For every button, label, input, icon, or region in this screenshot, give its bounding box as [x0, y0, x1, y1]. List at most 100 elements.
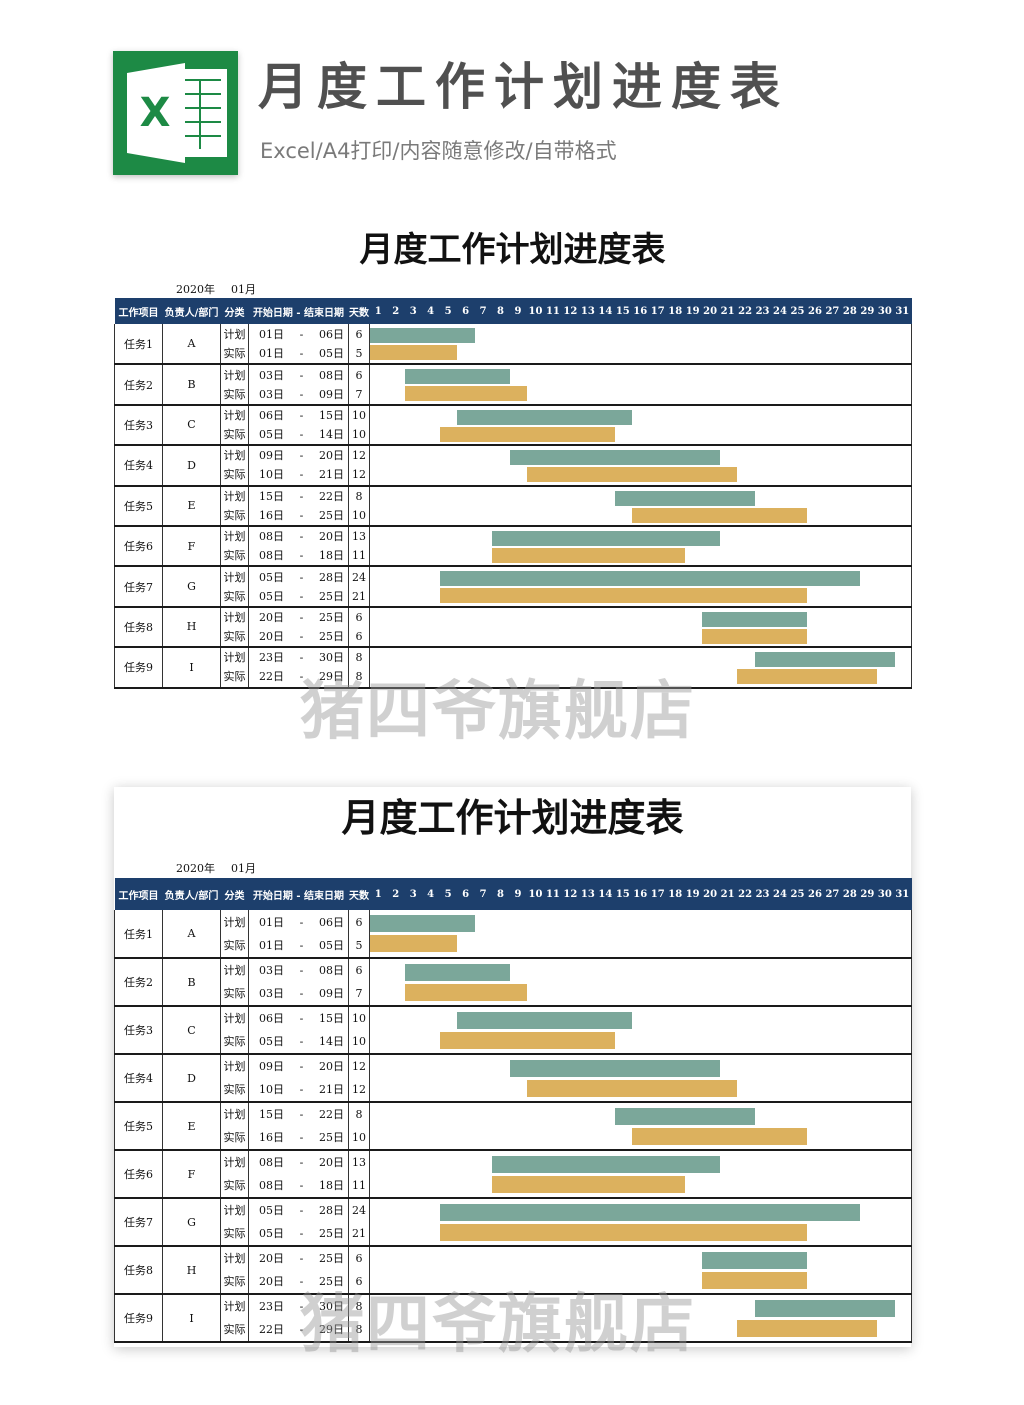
task-kind: 计划 实际: [220, 1006, 249, 1055]
date-dash: -: [299, 1012, 304, 1025]
watermark: 猪四爷旗舰店: [300, 675, 696, 749]
gantt-cell: [369, 566, 912, 608]
task-kind: 计划 实际: [220, 647, 249, 689]
plan-days: 8: [355, 651, 363, 665]
task-owner: D: [162, 1054, 221, 1103]
day-number: 4: [427, 305, 435, 317]
actual-label: 实际: [223, 938, 246, 952]
actual-label: 实际: [223, 1035, 246, 1048]
task-name: 任务5: [114, 485, 163, 527]
task-kind: 计划 实际: [220, 525, 249, 568]
plan-date-range: 23日 - 30日: [249, 1295, 348, 1318]
day-number: 25: [790, 888, 805, 900]
date-dash: -: [299, 589, 304, 603]
actual-bar: [632, 1128, 808, 1145]
gantt-cell: [369, 445, 912, 487]
day-number: 6: [462, 888, 470, 900]
plan-days: 12: [352, 449, 366, 463]
task-name: 任务7: [114, 566, 163, 608]
plan-label: 计划: [223, 327, 246, 341]
gantt-cell: [369, 1006, 912, 1055]
day-number: 31: [895, 888, 910, 900]
task-kind: 计划 实际: [220, 566, 249, 608]
plan-end-date: 20日: [319, 1060, 344, 1073]
task-row: 任务9 I 计划 实际 23日 -30日 22日 -29日 8 8: [114, 1294, 912, 1343]
plan-date-range: 09日 - 20日: [249, 1055, 348, 1078]
actual-date-range: 05日 - 25日: [249, 1222, 348, 1244]
day-number: 16: [633, 888, 648, 900]
day-number: 24: [773, 888, 787, 900]
date-dash: -: [299, 629, 304, 643]
plan-end-date: 30日: [319, 651, 344, 665]
day-number: 20: [703, 888, 718, 900]
gantt-cell: [369, 404, 912, 447]
plan-label: 计划: [223, 1252, 246, 1265]
task-row: 任务7 G 计划 实际 05日 -28日 05日 -25日 24 21: [114, 566, 912, 608]
task-days: 24 21: [348, 566, 370, 608]
col-days-header: 天数: [348, 298, 370, 324]
task-owner: F: [162, 525, 221, 568]
plan-days: 10: [352, 408, 366, 422]
task-owner: I: [162, 1294, 221, 1343]
plan-label: 计划: [223, 1300, 246, 1313]
day-number: 30: [877, 888, 892, 900]
task-name: 任务2: [114, 364, 163, 406]
col-project-header: 工作项目: [114, 878, 163, 910]
task-kind: 计划 实际: [220, 1102, 249, 1151]
date-dash: -: [299, 1252, 304, 1265]
day-number: 18: [668, 305, 683, 317]
day-number: 5: [444, 305, 452, 317]
actual-days: 10: [352, 1035, 366, 1048]
actual-date-range: 20日 - 25日: [249, 1270, 348, 1292]
plan-date-range: 15日 - 22日: [249, 487, 348, 506]
task-dates: 05日 - 28日 05日 - 25日: [248, 566, 349, 608]
task-kind: 计划 实际: [220, 1150, 249, 1199]
plan-bar: [370, 915, 475, 932]
actual-end-date: 05日: [319, 938, 344, 952]
gantt-cell: [369, 1054, 912, 1103]
task-owner: H: [162, 606, 221, 649]
excel-icon: X: [113, 51, 238, 175]
task-owner: B: [162, 958, 221, 1007]
task-row: 任务5 E 计划 实际 15日 - 22日 16日 - 25日 8 10: [114, 1102, 912, 1151]
actual-days: 21: [352, 589, 366, 603]
plan-days: 8: [355, 1300, 363, 1313]
plan-days: 24: [352, 1204, 366, 1217]
actual-end-date: 29日: [319, 1323, 344, 1336]
day-number: 7: [479, 888, 487, 900]
actual-label: 实际: [223, 629, 246, 643]
plan-date-range: 15日 - 22日: [249, 1103, 348, 1126]
plan-end-date: 20日: [319, 530, 344, 544]
date-dash: -: [299, 987, 304, 1000]
excel-icon-book: [127, 63, 185, 163]
actual-bar: [737, 1320, 878, 1337]
plan-label: 计划: [223, 408, 246, 422]
actual-end-date: 25日: [319, 1275, 344, 1288]
day-number: 3: [409, 305, 417, 317]
actual-bar: [439, 1032, 615, 1049]
task-owner: B: [162, 364, 221, 406]
task-kind: 计划 实际: [220, 606, 249, 649]
task-name: 任务4: [114, 1054, 163, 1103]
actual-date-range: 01日 - 05日: [249, 934, 348, 957]
plan-label: 计划: [223, 570, 246, 584]
date-dash: -: [299, 1323, 304, 1336]
task-row: 任务4 D 计划 实际 09日 -20日 10日 -21日 12 12: [114, 445, 912, 487]
plan-date-range: 20日 - 25日: [249, 1247, 348, 1270]
day-number: 19: [685, 305, 700, 317]
actual-bar: [439, 426, 615, 442]
task-dates: 03日 - 08日 03日 - 09日: [248, 364, 349, 406]
plan-days: 6: [355, 368, 363, 382]
task-kind: 计划 实际: [220, 910, 249, 959]
day-number: 8: [497, 888, 504, 900]
excel-icon-letter: X: [139, 90, 171, 136]
plan-days: 8: [355, 489, 363, 503]
task-name: 任务6: [114, 1150, 163, 1199]
task-name: 任务1: [114, 324, 163, 366]
day-number: 11: [545, 888, 560, 900]
gantt-cell: [369, 647, 912, 689]
plan-start-date: 15日: [259, 1108, 284, 1121]
task-dates: 23日 - 30日 22日 - 29日: [248, 1294, 349, 1343]
